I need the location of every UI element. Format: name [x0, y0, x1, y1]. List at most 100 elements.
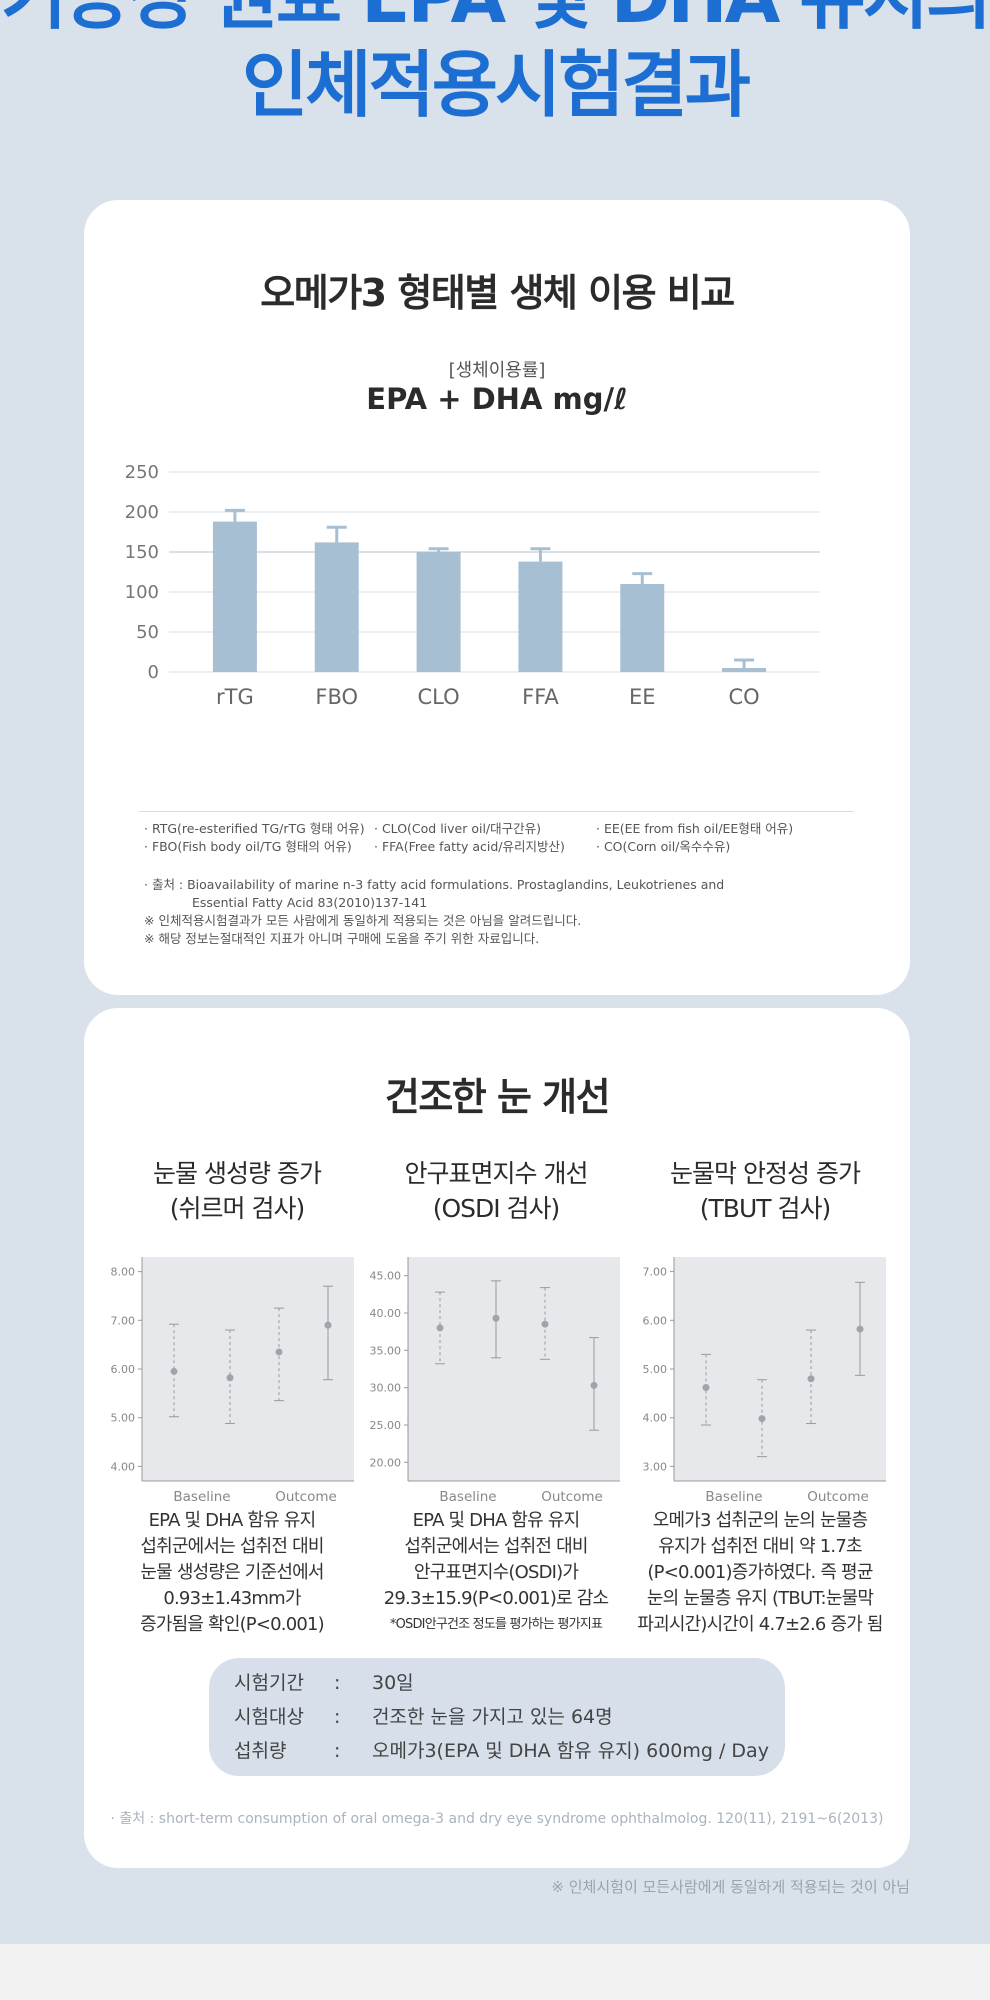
mean-point	[492, 1314, 500, 1322]
legend-item: · EE(EE from fish oil/EE형태 어유)	[596, 821, 794, 836]
y-tick-label: 7.00	[111, 1314, 136, 1327]
x-tick-label: CLO	[418, 685, 460, 709]
osdi-plot: 20.00 25.00 30.00 35.00 40.00 45.00 Baseline Ou…	[370, 1257, 620, 1505]
desc-line: 안구표면지수(OSDI)가	[413, 1562, 579, 1583]
y-tick-label: 45.00	[370, 1270, 402, 1283]
bioavailability-card: 오메가3 형태별 생체 이용 비교 [생체이용률] EPA + DHA mg/ℓ…	[84, 200, 910, 995]
info-sep: :	[334, 1706, 341, 1728]
trial-info-box: 시험기간 : 30일 시험대상 : 건조한 눈을 가지고 있는 64명 섭취량 …	[209, 1658, 785, 1776]
legend-item: · CLO(Cod liver oil/대구간유)	[374, 821, 542, 836]
chart-subtitle: [생체이용률]	[448, 360, 546, 381]
y-tick-label: 250	[125, 462, 159, 483]
dry-eye-title: 건조한 눈 개선	[384, 1075, 611, 1119]
mean-point	[856, 1325, 864, 1333]
info-sep: :	[334, 1672, 341, 1694]
desc-line: 눈물 생성량은 기준선에서	[140, 1562, 324, 1583]
desc-line: 섭취군에서는 섭취전 대비	[140, 1536, 324, 1557]
x-tick-label: Baseline	[705, 1489, 762, 1505]
hero-title-line1: 기능성 원료 EPA 및 DHA 유지의	[0, 0, 990, 40]
desc-note: *OSDI안구건조 정도를 평가하는 평가지표	[389, 1617, 603, 1632]
desc-line: EPA 및 DHA 함유 유지	[148, 1510, 317, 1531]
info-value: 건조한 눈을 가지고 있는 64명	[372, 1706, 613, 1728]
desc-line: 파괴시간)시간이 4.7±2.6 증가 됨	[637, 1614, 883, 1635]
x-tick-label: Outcome	[275, 1489, 337, 1505]
y-tick-label: 4.00	[111, 1460, 136, 1473]
info-sep: :	[334, 1740, 341, 1762]
x-tick-label: FBO	[315, 685, 358, 709]
schirmer-plot: 4.00 5.00 6.00 7.00 8.00 Baseline Outcome	[111, 1257, 354, 1505]
panel-desc-schirmer: EPA 및 DHA 함유 유지 섭취군에서는 섭취전 대비 눈물 생성량은 기준…	[102, 1508, 362, 1638]
y-tick-label: 35.00	[370, 1344, 402, 1357]
mean-point	[170, 1367, 178, 1375]
y-tick-label: 30.00	[370, 1382, 402, 1395]
y-tick-label: 200	[125, 502, 159, 523]
bioavailability-title: 오메가3 형태별 생체 이용 비교	[260, 271, 735, 315]
tbut-plot: 3.00 4.00 5.00 6.00 7.00 Baseline Outcome	[643, 1257, 886, 1505]
y-tick-label: 5.00	[111, 1412, 136, 1425]
mean-point	[590, 1381, 598, 1389]
panel-title-schirmer: 눈물 생성량 증가 (쉬르머 검사)	[112, 1156, 362, 1226]
info-key: 시험대상	[234, 1706, 304, 1728]
plot-area	[142, 1257, 354, 1481]
y-tick-label: 5.00	[643, 1363, 668, 1376]
mean-point	[702, 1384, 710, 1392]
panel-title-line: (쉬르머 검사)	[169, 1194, 305, 1223]
x-tick-label: Baseline	[173, 1489, 230, 1505]
trial-info-row: 시험기간 : 30일	[234, 1666, 785, 1700]
y-tick-label: 8.00	[111, 1266, 136, 1279]
legend-divider	[139, 811, 854, 812]
trial-info-row: 시험대상 : 건조한 눈을 가지고 있는 64명	[234, 1700, 785, 1734]
x-tick-label: CO	[728, 685, 759, 709]
panel-desc-osdi: EPA 및 DHA 함유 유지 섭취군에서는 섭취전 대비 안구표면지수(OSD…	[366, 1508, 626, 1638]
bar	[314, 542, 359, 672]
panel-title-line: 안구표면지수 개선	[404, 1159, 589, 1188]
x-tick-label: Baseline	[439, 1489, 496, 1505]
dry-eye-card: 건조한 눈 개선 눈물 생성량 증가 (쉬르머 검사) 안구표면지수 개선 (O…	[84, 1008, 910, 1868]
y-tick-label: 40.00	[370, 1307, 402, 1320]
panel-title-tbut: 눈물막 안정성 증가 (TBUT 검사)	[640, 1156, 890, 1226]
bar	[722, 668, 767, 672]
mean-point	[758, 1415, 766, 1423]
source-notes: · 출처 : Bioavailability of marine n-3 fat…	[144, 876, 844, 948]
source-text-cont: Essential Fatty Acid 83(2010)137-141	[192, 895, 428, 910]
mean-point	[324, 1321, 332, 1329]
legend-item: · FBO(Fish body oil/TG 형태의 어유)	[144, 839, 352, 854]
y-tick-label: 100	[125, 582, 159, 603]
desc-line: EPA 및 DHA 함유 유지	[412, 1510, 581, 1531]
panel-desc-tbut: 오메가3 섭취군의 눈의 눈물층 유지가 섭취전 대비 약 1.7초 (P<0.…	[630, 1508, 890, 1638]
panel-title-line: (TBUT 검사)	[699, 1194, 831, 1223]
info-key: 시험기간	[234, 1672, 304, 1694]
desc-line: (P<0.001)증가하였다. 즉 평균	[647, 1562, 873, 1583]
desc-line: 0.93±1.43mm가	[163, 1588, 301, 1609]
panel-title-line: (OSDI 검사)	[432, 1194, 561, 1223]
desc-line: 유지가 섭취전 대비 약 1.7초	[658, 1536, 862, 1557]
info-value: 30일	[372, 1672, 414, 1694]
source-text: Bioavailability of marine n-3 fatty acid…	[187, 877, 725, 892]
note-line: ※ 해당 정보는절대적인 지표가 아니며 구매에 도움을 주기 위한 자료입니다…	[144, 931, 540, 946]
mean-point	[436, 1324, 444, 1332]
note-line: ※ 인체적용시험결과가 모든 사람에게 동일하게 적용되는 것은 아님을 알려드…	[144, 913, 582, 928]
legend-item: · FFA(Free fatty acid/유리지방산)	[374, 839, 565, 854]
panel-title-line: 눈물 생성량 증가	[153, 1159, 322, 1188]
y-tick-label: 150	[125, 542, 159, 563]
bottom-band	[0, 1944, 990, 2000]
panel-title-line: 눈물막 안정성 증가	[670, 1159, 861, 1188]
bar	[518, 561, 563, 672]
x-tick-label: rTG	[216, 685, 254, 709]
y-tick-label: 20.00	[370, 1456, 402, 1469]
info-key: 섭취량	[234, 1740, 287, 1762]
mean-point	[226, 1374, 234, 1382]
footnote: ※ 인체시험이 모든사람에게 동일하게 적용되는 것이 아님	[551, 1878, 910, 1896]
bar-chart-legend: · RTG(re-esterified TG/rTG 형태 어유) · CLO(…	[144, 820, 844, 856]
x-tick-label: Outcome	[807, 1489, 869, 1505]
panel-title-osdi: 안구표면지수 개선 (OSDI 검사)	[371, 1156, 621, 1226]
y-tick-label: 3.00	[643, 1460, 668, 1473]
desc-line: 눈의 눈물층 유지 (TBUT:눈물막	[646, 1588, 874, 1609]
y-tick-label: 4.00	[643, 1412, 668, 1425]
desc-line: 증가됨을 확인(P<0.001)	[140, 1614, 325, 1635]
bar-chart: 0 50 100 150 200 250 rTG FBO CLO FFA EE CO	[125, 462, 820, 709]
mean-point	[807, 1375, 815, 1383]
y-tick-label: 0	[148, 662, 159, 683]
mean-point	[275, 1348, 283, 1356]
info-value: 오메가3(EPA 및 DHA 함유 유지) 600mg / Day	[372, 1740, 769, 1762]
